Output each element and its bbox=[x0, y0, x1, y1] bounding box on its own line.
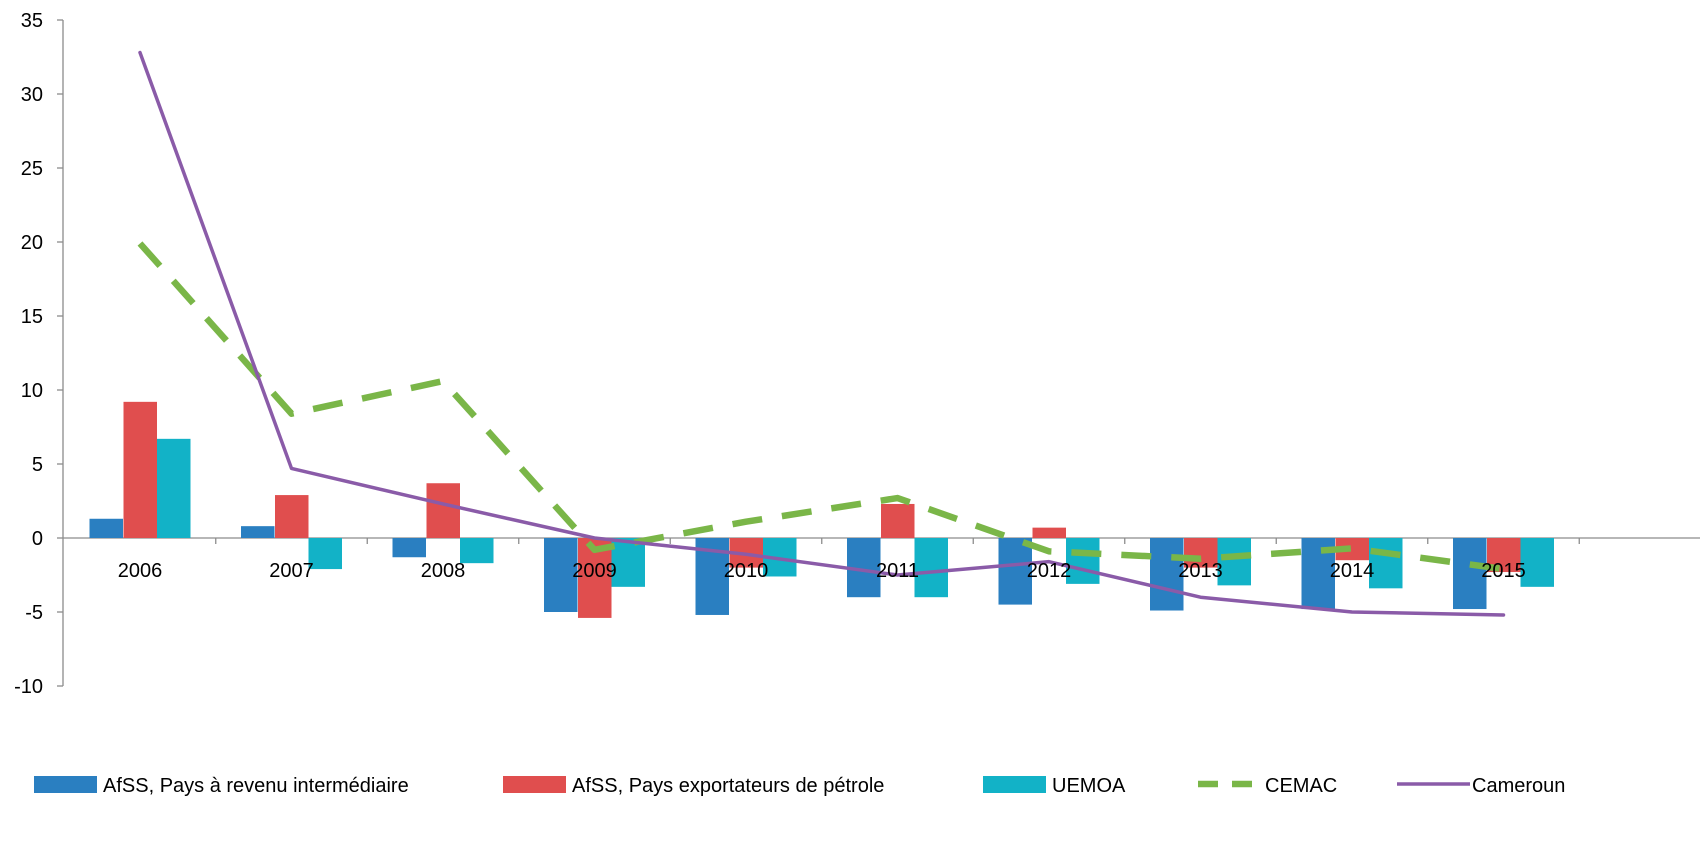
legend-swatch bbox=[34, 776, 97, 793]
legend-label: AfSS, Pays à revenu intermédiaire bbox=[103, 775, 409, 797]
x-tick-label: 2015 bbox=[1481, 560, 1526, 582]
bar bbox=[914, 538, 948, 598]
legend-label: CEMAC bbox=[1265, 775, 1337, 797]
lines bbox=[137, 50, 1506, 617]
bar bbox=[1217, 538, 1251, 586]
legend: AfSS, Pays à revenu intermédiaire AfSS, P… bbox=[34, 775, 1565, 797]
bar bbox=[998, 538, 1032, 605]
x-tick-label: 2012 bbox=[1027, 560, 1072, 582]
x-tick-label: 2014 bbox=[1330, 560, 1375, 582]
bars bbox=[89, 401, 1554, 618]
y-tick-label: 5 bbox=[32, 454, 43, 476]
y-tick-label: 35 bbox=[21, 10, 43, 32]
y-tick-label: -10 bbox=[14, 676, 43, 698]
bar bbox=[157, 438, 191, 538]
bar bbox=[1184, 538, 1218, 568]
x-tick-label: 2007 bbox=[269, 560, 314, 582]
bar bbox=[881, 503, 915, 538]
x-tick-label: 2009 bbox=[572, 560, 617, 582]
series-line bbox=[138, 50, 1506, 617]
bar bbox=[1150, 538, 1184, 611]
bar bbox=[1369, 538, 1403, 589]
legend-swatch bbox=[983, 776, 1046, 793]
y-tick-label: 30 bbox=[21, 84, 43, 106]
bar bbox=[1453, 538, 1487, 610]
x-tick-label: 2006 bbox=[118, 560, 163, 582]
bar bbox=[611, 538, 645, 587]
bar bbox=[544, 538, 578, 612]
bar bbox=[460, 538, 494, 564]
x-tick-label: 2011 bbox=[876, 560, 919, 582]
bar bbox=[1066, 538, 1100, 584]
bar bbox=[1335, 538, 1369, 561]
x-tick-label: 2013 bbox=[1178, 560, 1223, 582]
bar bbox=[1032, 527, 1066, 538]
x-tick-label: 2008 bbox=[421, 560, 466, 582]
legend-label: Cameroun bbox=[1472, 775, 1565, 797]
series-line bbox=[137, 241, 1504, 573]
bar bbox=[426, 483, 460, 538]
y-tick-label: 15 bbox=[21, 306, 43, 328]
x-tick-label: 2010 bbox=[724, 560, 769, 582]
y-tick-label: 20 bbox=[21, 232, 43, 254]
bar bbox=[241, 526, 275, 538]
legend-swatch bbox=[503, 776, 566, 793]
bar bbox=[275, 495, 309, 538]
y-tick-label: -5 bbox=[25, 602, 43, 624]
bar bbox=[308, 538, 342, 570]
y-tick-label: 0 bbox=[32, 528, 43, 550]
bar bbox=[89, 518, 123, 538]
bar bbox=[123, 401, 157, 538]
legend-label: UEMOA bbox=[1052, 775, 1126, 797]
bar bbox=[1520, 538, 1554, 587]
x-tick-labels: 2006 2007 2008 2009 2010 2011 2012 2013 2014 2015 bbox=[118, 560, 1526, 582]
y-tick-label: 10 bbox=[21, 380, 43, 402]
legend-label: AfSS, Pays exportateurs de pétrole bbox=[572, 775, 884, 797]
bar bbox=[392, 538, 426, 558]
y-tick-label: 25 bbox=[21, 158, 43, 180]
